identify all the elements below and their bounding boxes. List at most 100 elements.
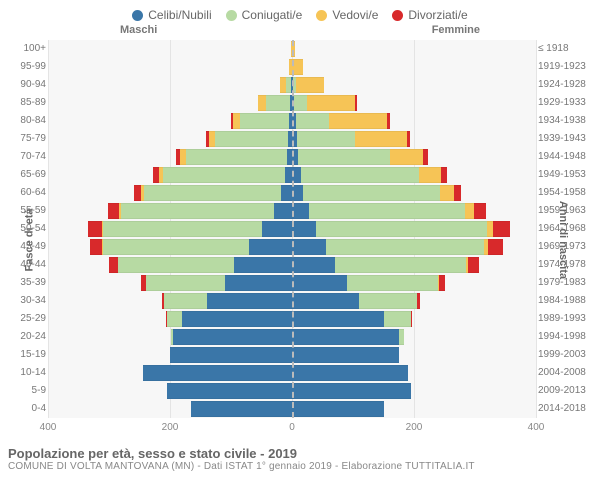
bar-f bbox=[292, 257, 536, 273]
legend-swatch bbox=[226, 10, 237, 21]
birth-label: 2004-2008 bbox=[538, 364, 598, 382]
segment bbox=[411, 311, 412, 327]
segment bbox=[262, 221, 293, 237]
bar-f bbox=[292, 167, 536, 183]
segment bbox=[294, 95, 306, 111]
segment bbox=[296, 113, 330, 129]
bar-f bbox=[292, 275, 536, 291]
birth-label: 1939-1943 bbox=[538, 130, 598, 148]
segment bbox=[108, 203, 119, 219]
segment bbox=[493, 221, 510, 237]
legend-swatch bbox=[392, 10, 403, 21]
segment bbox=[439, 275, 445, 291]
age-label: 80-84 bbox=[2, 112, 46, 130]
segment bbox=[417, 293, 420, 309]
bar-m bbox=[48, 293, 292, 309]
birth-label: 1949-1953 bbox=[538, 166, 598, 184]
segment bbox=[335, 257, 466, 273]
age-label: 85-89 bbox=[2, 94, 46, 112]
segment bbox=[292, 383, 411, 399]
bar-m bbox=[48, 203, 292, 219]
bar-f bbox=[292, 59, 536, 75]
legend: Celibi/NubiliConiugati/eVedovi/eDivorzia… bbox=[0, 0, 600, 24]
bar-f bbox=[292, 113, 536, 129]
segment bbox=[303, 185, 440, 201]
segment bbox=[292, 239, 326, 255]
segment bbox=[146, 275, 225, 291]
segment bbox=[170, 347, 292, 363]
segment bbox=[384, 311, 411, 327]
birth-label: 1974-1978 bbox=[538, 256, 598, 274]
birth-label: 1934-1938 bbox=[538, 112, 598, 130]
column-headers: Maschi Femmine bbox=[0, 24, 600, 38]
birth-label: 2009-2013 bbox=[538, 382, 598, 400]
segment bbox=[167, 383, 292, 399]
segment bbox=[164, 293, 207, 309]
x-tick: 200 bbox=[162, 422, 179, 433]
segment bbox=[292, 257, 335, 273]
bar-f bbox=[292, 239, 536, 255]
segment bbox=[292, 329, 399, 345]
segment bbox=[297, 131, 355, 147]
age-label: 95-99 bbox=[2, 58, 46, 76]
birth-label: 1919-1923 bbox=[538, 58, 598, 76]
age-label: 35-39 bbox=[2, 274, 46, 292]
segment bbox=[103, 221, 262, 237]
segment bbox=[488, 239, 503, 255]
bar-m bbox=[48, 149, 292, 165]
segment bbox=[274, 203, 292, 219]
segment bbox=[399, 329, 404, 345]
age-label: 65-69 bbox=[2, 166, 46, 184]
bar-m bbox=[48, 167, 292, 183]
segment bbox=[88, 221, 101, 237]
segment bbox=[419, 167, 440, 183]
bar-f bbox=[292, 311, 536, 327]
segment bbox=[292, 203, 309, 219]
age-label: 5-9 bbox=[2, 382, 46, 400]
bar-f bbox=[292, 131, 536, 147]
segment bbox=[292, 275, 347, 291]
bar-m bbox=[48, 329, 292, 345]
segment bbox=[474, 203, 486, 219]
segment bbox=[186, 149, 287, 165]
segment bbox=[292, 293, 359, 309]
segment bbox=[292, 401, 384, 417]
bar-m bbox=[48, 221, 292, 237]
pyramid-chart: Fasce di età Anni di nascita 100+≤ 19189… bbox=[0, 40, 600, 440]
segment bbox=[103, 239, 249, 255]
age-label: 0-4 bbox=[2, 400, 46, 418]
segment bbox=[292, 365, 408, 381]
x-axis: 4002000200400 bbox=[48, 420, 536, 440]
age-label: 15-19 bbox=[2, 346, 46, 364]
bar-f bbox=[292, 41, 536, 57]
bar-m bbox=[48, 239, 292, 255]
age-label: 100+ bbox=[2, 40, 46, 58]
age-label: 70-74 bbox=[2, 148, 46, 166]
legend-item: Divorziati/e bbox=[392, 8, 467, 22]
bar-f bbox=[292, 365, 536, 381]
segment bbox=[266, 95, 290, 111]
age-label: 10-14 bbox=[2, 364, 46, 382]
bar-m bbox=[48, 59, 292, 75]
center-line bbox=[292, 40, 294, 418]
bar-m bbox=[48, 383, 292, 399]
bar-m bbox=[48, 257, 292, 273]
legend-label: Divorziati/e bbox=[408, 8, 467, 22]
birth-label: 1994-1998 bbox=[538, 328, 598, 346]
segment bbox=[249, 239, 292, 255]
segment bbox=[121, 203, 274, 219]
age-label: 55-59 bbox=[2, 202, 46, 220]
bar-m bbox=[48, 77, 292, 93]
segment bbox=[167, 311, 182, 327]
x-tick: 200 bbox=[406, 422, 423, 433]
segment bbox=[134, 185, 141, 201]
bar-m bbox=[48, 311, 292, 327]
header-female: Femmine bbox=[432, 24, 480, 36]
bar-f bbox=[292, 221, 536, 237]
segment bbox=[347, 275, 439, 291]
age-label: 40-44 bbox=[2, 256, 46, 274]
legend-item: Coniugati/e bbox=[226, 8, 303, 22]
segment bbox=[296, 77, 323, 93]
chart-title: Popolazione per età, sesso e stato civil… bbox=[8, 446, 592, 461]
segment bbox=[355, 95, 356, 111]
